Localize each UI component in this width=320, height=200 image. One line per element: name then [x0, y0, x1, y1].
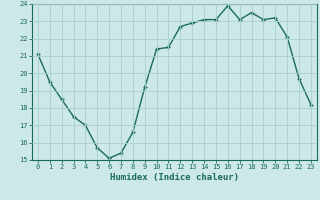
X-axis label: Humidex (Indice chaleur): Humidex (Indice chaleur): [110, 173, 239, 182]
